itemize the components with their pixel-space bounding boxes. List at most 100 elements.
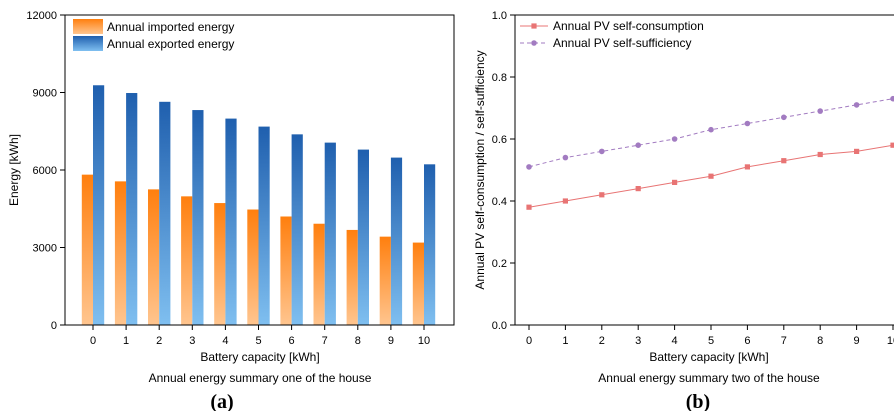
chart-b-point-self-consumption <box>599 192 605 198</box>
chart-b-point-self-sufficiency <box>853 102 860 108</box>
chart-b-point-self-consumption <box>562 198 568 204</box>
chart-b-ylabel: Annual PV self-consumption / self-suffic… <box>473 50 487 289</box>
chart-a-bar-exported <box>93 85 105 326</box>
chart-a-bar-imported <box>114 181 127 325</box>
chart-a-bar-exported <box>390 157 403 325</box>
chart-a-bar-exported <box>258 126 270 325</box>
chart-b-xlabel: Battery capacity [kWh] <box>649 350 768 364</box>
chart-b-xtick-label: 5 <box>708 335 714 347</box>
chart-b-xtick-label: 9 <box>854 335 860 347</box>
chart-a-bar-imported <box>148 189 160 325</box>
chart-a-bar-exported <box>291 134 303 325</box>
chart-b-point-self-consumption <box>817 151 823 158</box>
chart-a-bar-exported <box>324 142 336 325</box>
chart-b-plot-area: 0.0 0.2 0.4 0.6 0.8 1.0 0 1 2 3 4 5 6 7 8 9 10 Annual PV … <box>492 10 894 347</box>
chart-a-bar-imported <box>214 203 226 325</box>
chart-a-xtick-label: 9 <box>388 335 394 347</box>
chart-b-point-self-consumption <box>744 164 750 170</box>
chart-a-ytick-label: 0 <box>51 320 57 332</box>
chart-a-legend-swatch <box>73 19 103 34</box>
chart-a-xtick-label: 7 <box>322 335 328 347</box>
chart-a-bar-exported <box>126 93 138 326</box>
chart-a-xtick-label: 6 <box>289 335 295 347</box>
chart-a-bar-imported <box>313 223 325 325</box>
chart-b-point-self-consumption <box>672 179 678 185</box>
chart-a-frame <box>64 14 455 326</box>
chart-a-bar-exported <box>192 110 204 325</box>
chart-b-point-self-sufficiency <box>817 108 823 114</box>
chart-a-xlabel: Battery capacity [kWh] <box>200 350 319 364</box>
chart-a-ylabel: Energy [kWh] <box>7 134 21 206</box>
chart-a-ytick-label: 3000 <box>33 243 57 255</box>
chart-b-ytick-label: 0.6 <box>492 134 507 146</box>
chart-b-point-self-consumption <box>854 148 860 154</box>
chart-a-bar-exported <box>225 118 237 325</box>
chart-b-point-self-consumption <box>890 142 894 148</box>
chart-b-point-self-consumption <box>781 158 787 164</box>
chart-a-xtick-label: 5 <box>255 335 261 347</box>
chart-a-plot-area: 0 3000 6000 9000 12000 0 1 2 3 4 5 6 7 8 9 10 Annual imp… <box>26 10 455 347</box>
chart-b-ytick-label: 0.8 <box>492 72 507 84</box>
chart-a-bar-imported <box>280 216 292 325</box>
chart-a-bar-exported <box>357 149 369 325</box>
chart-b-ytick-label: 1.0 <box>492 10 507 22</box>
chart-b-caption: Annual energy summary two of the house <box>598 371 820 385</box>
chart-b-xtick-label: 7 <box>781 335 787 347</box>
chart-a-bar-imported <box>346 229 358 325</box>
chart-b-point-self-sufficiency <box>744 120 751 127</box>
chart-a-xtick-label: 3 <box>189 335 195 347</box>
chart-a-ytick-label: 9000 <box>33 88 57 100</box>
chart-a-bar-exported <box>159 101 171 325</box>
chart-b-xtick-label: 10 <box>887 335 894 347</box>
chart-a-bar-imported <box>81 174 93 325</box>
chart-b-point-self-sufficiency <box>781 114 787 121</box>
chart-a-legend-swatch <box>73 36 103 51</box>
chart-a-xtick-label: 0 <box>90 335 96 347</box>
chart-b-legend-marker <box>531 40 537 46</box>
chart-b-line-self-sufficiency <box>528 98 894 168</box>
chart-a: 0 3000 6000 9000 12000 0 1 2 3 4 5 6 7 8 9 10 Annual imp… <box>7 10 455 411</box>
chart-b-ytick-label: 0.2 <box>492 258 507 270</box>
chart-b-xtick-label: 4 <box>672 335 678 347</box>
chart-b-point-self-consumption <box>635 186 641 192</box>
chart-b-xtick-label: 6 <box>744 335 750 347</box>
chart-b-ytick-label: 0.4 <box>492 196 507 208</box>
chart-a-panel-letter: (a) <box>210 391 233 411</box>
chart-b-point-self-sufficiency <box>890 95 894 102</box>
chart-a-bar-imported <box>379 236 391 325</box>
chart-a-caption: Annual energy summary one of the house <box>149 371 372 385</box>
chart-a-bar-imported <box>247 209 259 325</box>
chart-b-point-self-sufficiency <box>708 126 714 133</box>
chart-a-bar-imported <box>181 196 193 325</box>
chart-a-bar-exported <box>424 164 436 325</box>
chart-b-legend-label: Annual PV self-consumption <box>553 19 704 33</box>
chart-a-xtick-label: 4 <box>222 335 228 347</box>
chart-b-legend-label: Annual PV self-sufficiency <box>553 36 692 50</box>
chart-b: 0.0 0.2 0.4 0.6 0.8 1.0 0 1 2 3 4 5 6 7 8 9 10 Annual PV … <box>473 10 894 411</box>
chart-a-xtick-label: 10 <box>418 335 430 347</box>
chart-b-point-self-sufficiency <box>526 164 532 170</box>
chart-a-xtick-label: 8 <box>355 335 361 347</box>
chart-b-panel-letter: (b) <box>686 391 710 411</box>
chart-b-xtick-label: 2 <box>599 335 605 347</box>
chart-a-ytick-label: 6000 <box>33 165 57 177</box>
chart-a-legend-label: Annual imported energy <box>107 20 234 34</box>
chart-a-xtick-label: 1 <box>123 335 129 347</box>
chart-b-point-self-consumption <box>708 173 714 179</box>
chart-b-ytick-label: 0.0 <box>492 320 507 332</box>
chart-a-ytick-label: 12000 <box>26 10 57 22</box>
chart-b-legend-marker <box>531 23 537 29</box>
chart-a-bar-imported <box>412 242 424 325</box>
chart-b-point-self-sufficiency <box>671 136 678 142</box>
chart-b-xtick-label: 8 <box>817 335 823 347</box>
chart-b-point-self-sufficiency <box>599 148 605 155</box>
chart-a-legend-label: Annual exported energy <box>107 37 234 51</box>
chart-a-xtick-label: 2 <box>156 335 162 347</box>
chart-b-xtick-label: 3 <box>635 335 641 347</box>
chart-b-point-self-consumption <box>526 204 532 210</box>
chart-b-xtick-label: 0 <box>526 335 532 347</box>
chart-b-xtick-label: 1 <box>562 335 568 347</box>
chart-b-point-self-sufficiency <box>562 154 569 161</box>
chart-b-point-self-sufficiency <box>635 142 641 148</box>
